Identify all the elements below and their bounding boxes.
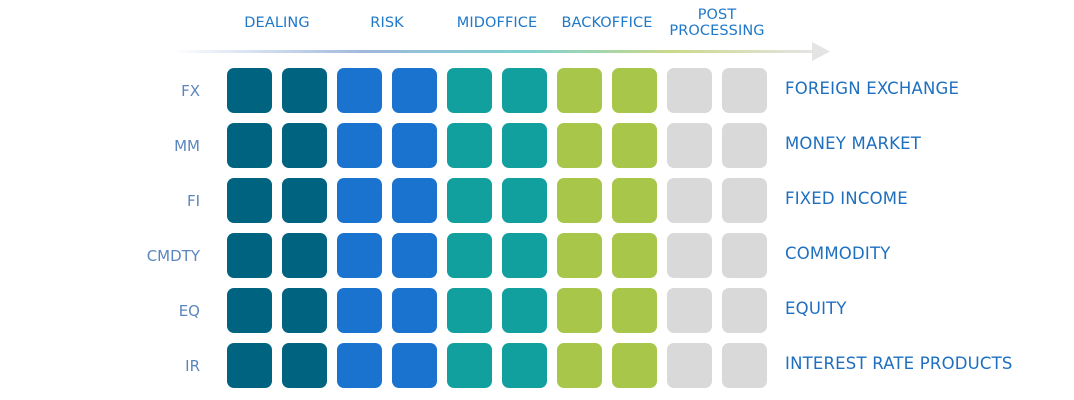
stage-cell (337, 123, 382, 168)
row-code: EQ (178, 302, 200, 320)
stage-cell (557, 343, 602, 388)
stage-cell (612, 343, 657, 388)
process-flow-arrow (172, 42, 830, 61)
stage-cell (612, 68, 657, 113)
stage-cell (557, 178, 602, 223)
stage-cell (667, 123, 712, 168)
stage-header: BACKOFFICE (561, 15, 653, 31)
stage-cell (722, 343, 767, 388)
row-code: CMDTY (146, 247, 200, 265)
stage-cell (447, 123, 492, 168)
stage-cell (612, 178, 657, 223)
stage-cell (337, 233, 382, 278)
stage-cell (447, 68, 492, 113)
stage-header: RISK (370, 15, 404, 31)
row-name: COMMODITY (785, 244, 891, 263)
row-name: FIXED INCOME (785, 189, 908, 208)
stage-cell (227, 233, 272, 278)
stage-cell (282, 343, 327, 388)
stage-cell (227, 68, 272, 113)
stage-header: MIDOFFICE (456, 15, 538, 31)
stage-cell (392, 178, 437, 223)
stage-cell (337, 288, 382, 333)
stage-cell (227, 288, 272, 333)
stage-cell (502, 178, 547, 223)
stage-cell (557, 68, 602, 113)
stage-cell (392, 233, 437, 278)
stage-cell (282, 68, 327, 113)
stage-cell (667, 233, 712, 278)
stage-cell (612, 233, 657, 278)
stage-cell (227, 123, 272, 168)
stage-header: POST PROCESSING (669, 7, 765, 39)
stage-cell (722, 123, 767, 168)
stage-cell (722, 178, 767, 223)
stage-header: DEALING (244, 15, 310, 31)
stage-cell (392, 343, 437, 388)
row-name: FOREIGN EXCHANGE (785, 79, 960, 98)
row-name: EQUITY (785, 299, 847, 318)
stage-cell (667, 288, 712, 333)
stage-cell (392, 68, 437, 113)
stage-cell (227, 178, 272, 223)
stage-cell (722, 288, 767, 333)
stage-cell (337, 343, 382, 388)
row-code: FX (181, 82, 200, 100)
stage-cell (447, 233, 492, 278)
row-code: FI (186, 192, 200, 210)
stage-cell (722, 233, 767, 278)
stage-cell (502, 343, 547, 388)
row-code: IR (185, 357, 200, 375)
stage-cell (282, 178, 327, 223)
stage-cell (612, 123, 657, 168)
stage-cell (447, 288, 492, 333)
stage-cell (392, 123, 437, 168)
stage-cell (667, 343, 712, 388)
stage-cell (502, 68, 547, 113)
stage-cell (502, 288, 547, 333)
stage-cell (667, 178, 712, 223)
stage-cell (557, 288, 602, 333)
stage-cell (392, 288, 437, 333)
stage-cell (447, 343, 492, 388)
stage-cell (447, 178, 492, 223)
stage-cell (557, 233, 602, 278)
stage-cell (282, 288, 327, 333)
row-code: MM (174, 137, 200, 155)
row-name: INTEREST RATE PRODUCTS (785, 354, 1013, 373)
stage-cell (502, 123, 547, 168)
stage-cell (557, 123, 602, 168)
stage-cell (337, 68, 382, 113)
stage-cell (612, 288, 657, 333)
stage-cell (667, 68, 712, 113)
stage-cell (282, 233, 327, 278)
stage-cell (227, 343, 272, 388)
stage-cell (282, 123, 327, 168)
stage-cell (337, 178, 382, 223)
row-name: MONEY MARKET (785, 134, 922, 153)
stage-cell (722, 68, 767, 113)
stage-cell (502, 233, 547, 278)
